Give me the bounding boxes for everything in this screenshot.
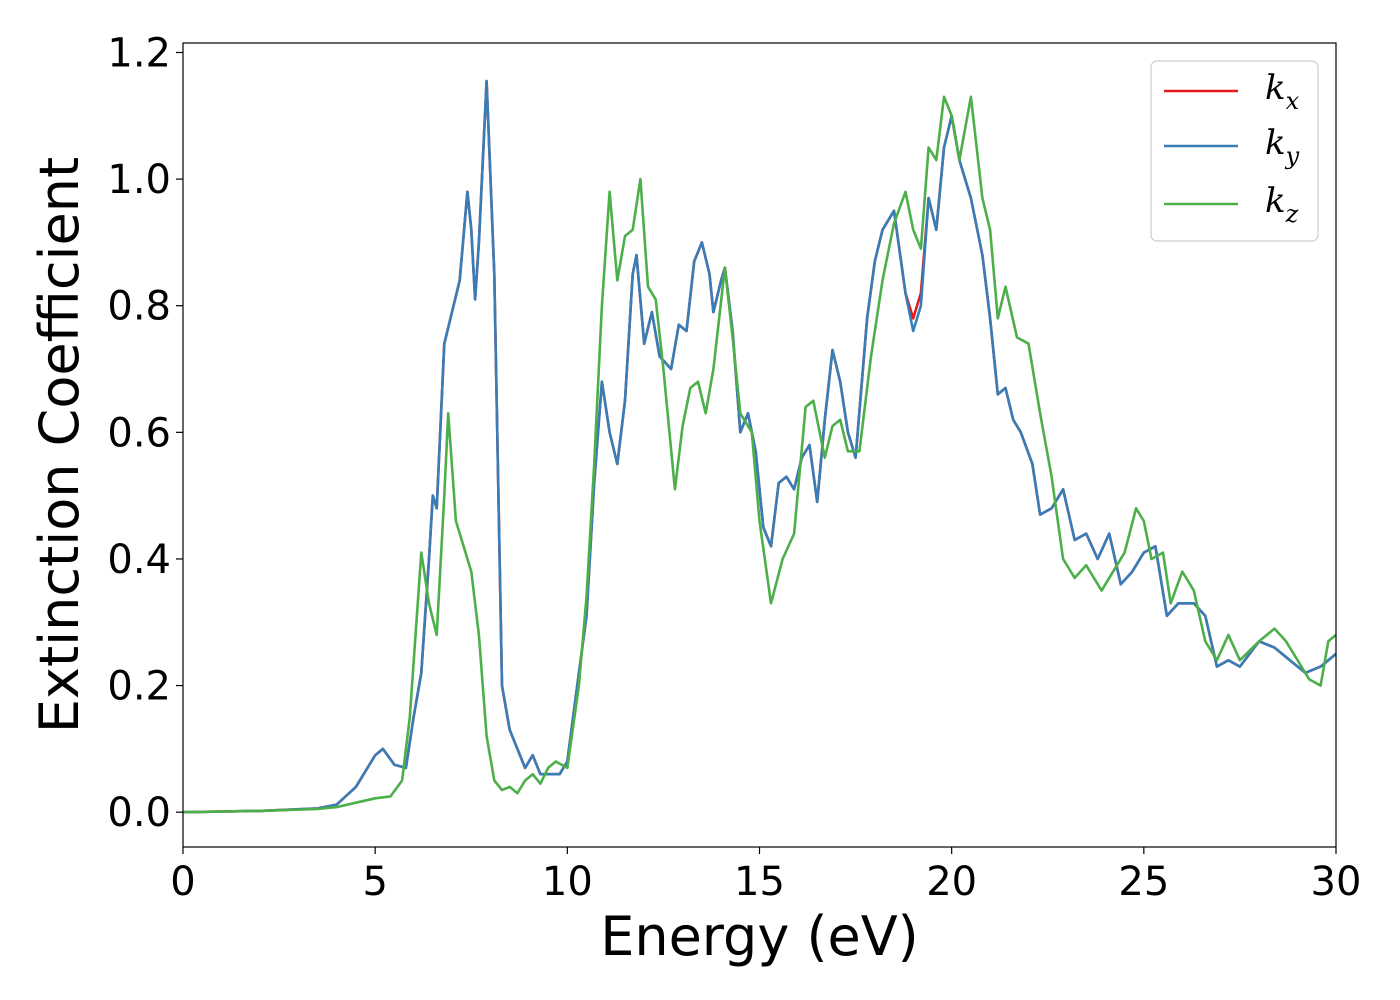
- y-axis-ticks: 0.0 0.2 0.4 0.6 0.8 1.0 1.2: [107, 30, 183, 836]
- x-tick-label: 10: [542, 859, 593, 905]
- series-line-k_z: [183, 95, 1336, 814]
- x-tick-label: 25: [1118, 859, 1169, 905]
- plot-lines: [183, 79, 1336, 814]
- x-axis-ticks: 0 5 10 15 20 25 30: [170, 847, 1361, 905]
- y-tick-label: 0.8: [107, 284, 171, 330]
- x-tick-label: 30: [1311, 859, 1362, 905]
- x-tick-label: 20: [926, 859, 977, 905]
- legend-label-k_x: kx: [1265, 68, 1300, 115]
- y-tick-label: 0.4: [107, 537, 171, 583]
- legend-box: [1150, 60, 1319, 242]
- legend: kx ky kz: [1150, 60, 1319, 242]
- y-tick-label: 1.2: [107, 30, 171, 76]
- x-tick-label: 5: [362, 859, 387, 905]
- series-line-k_y: [183, 79, 1336, 814]
- y-tick-label: 0.0: [107, 790, 171, 836]
- legend-label-k_y: ky: [1265, 123, 1300, 170]
- x-axis-label: Energy (eV): [600, 905, 919, 968]
- x-tick-label: 0: [170, 859, 195, 905]
- y-tick-label: 0.6: [107, 410, 171, 456]
- y-tick-label: 1.0: [107, 157, 171, 203]
- y-axis-label: Extinction Coefficient: [28, 157, 91, 733]
- legend-label-k_z: kz: [1265, 181, 1299, 228]
- x-tick-label: 15: [734, 859, 785, 905]
- y-tick-label: 0.2: [107, 664, 171, 710]
